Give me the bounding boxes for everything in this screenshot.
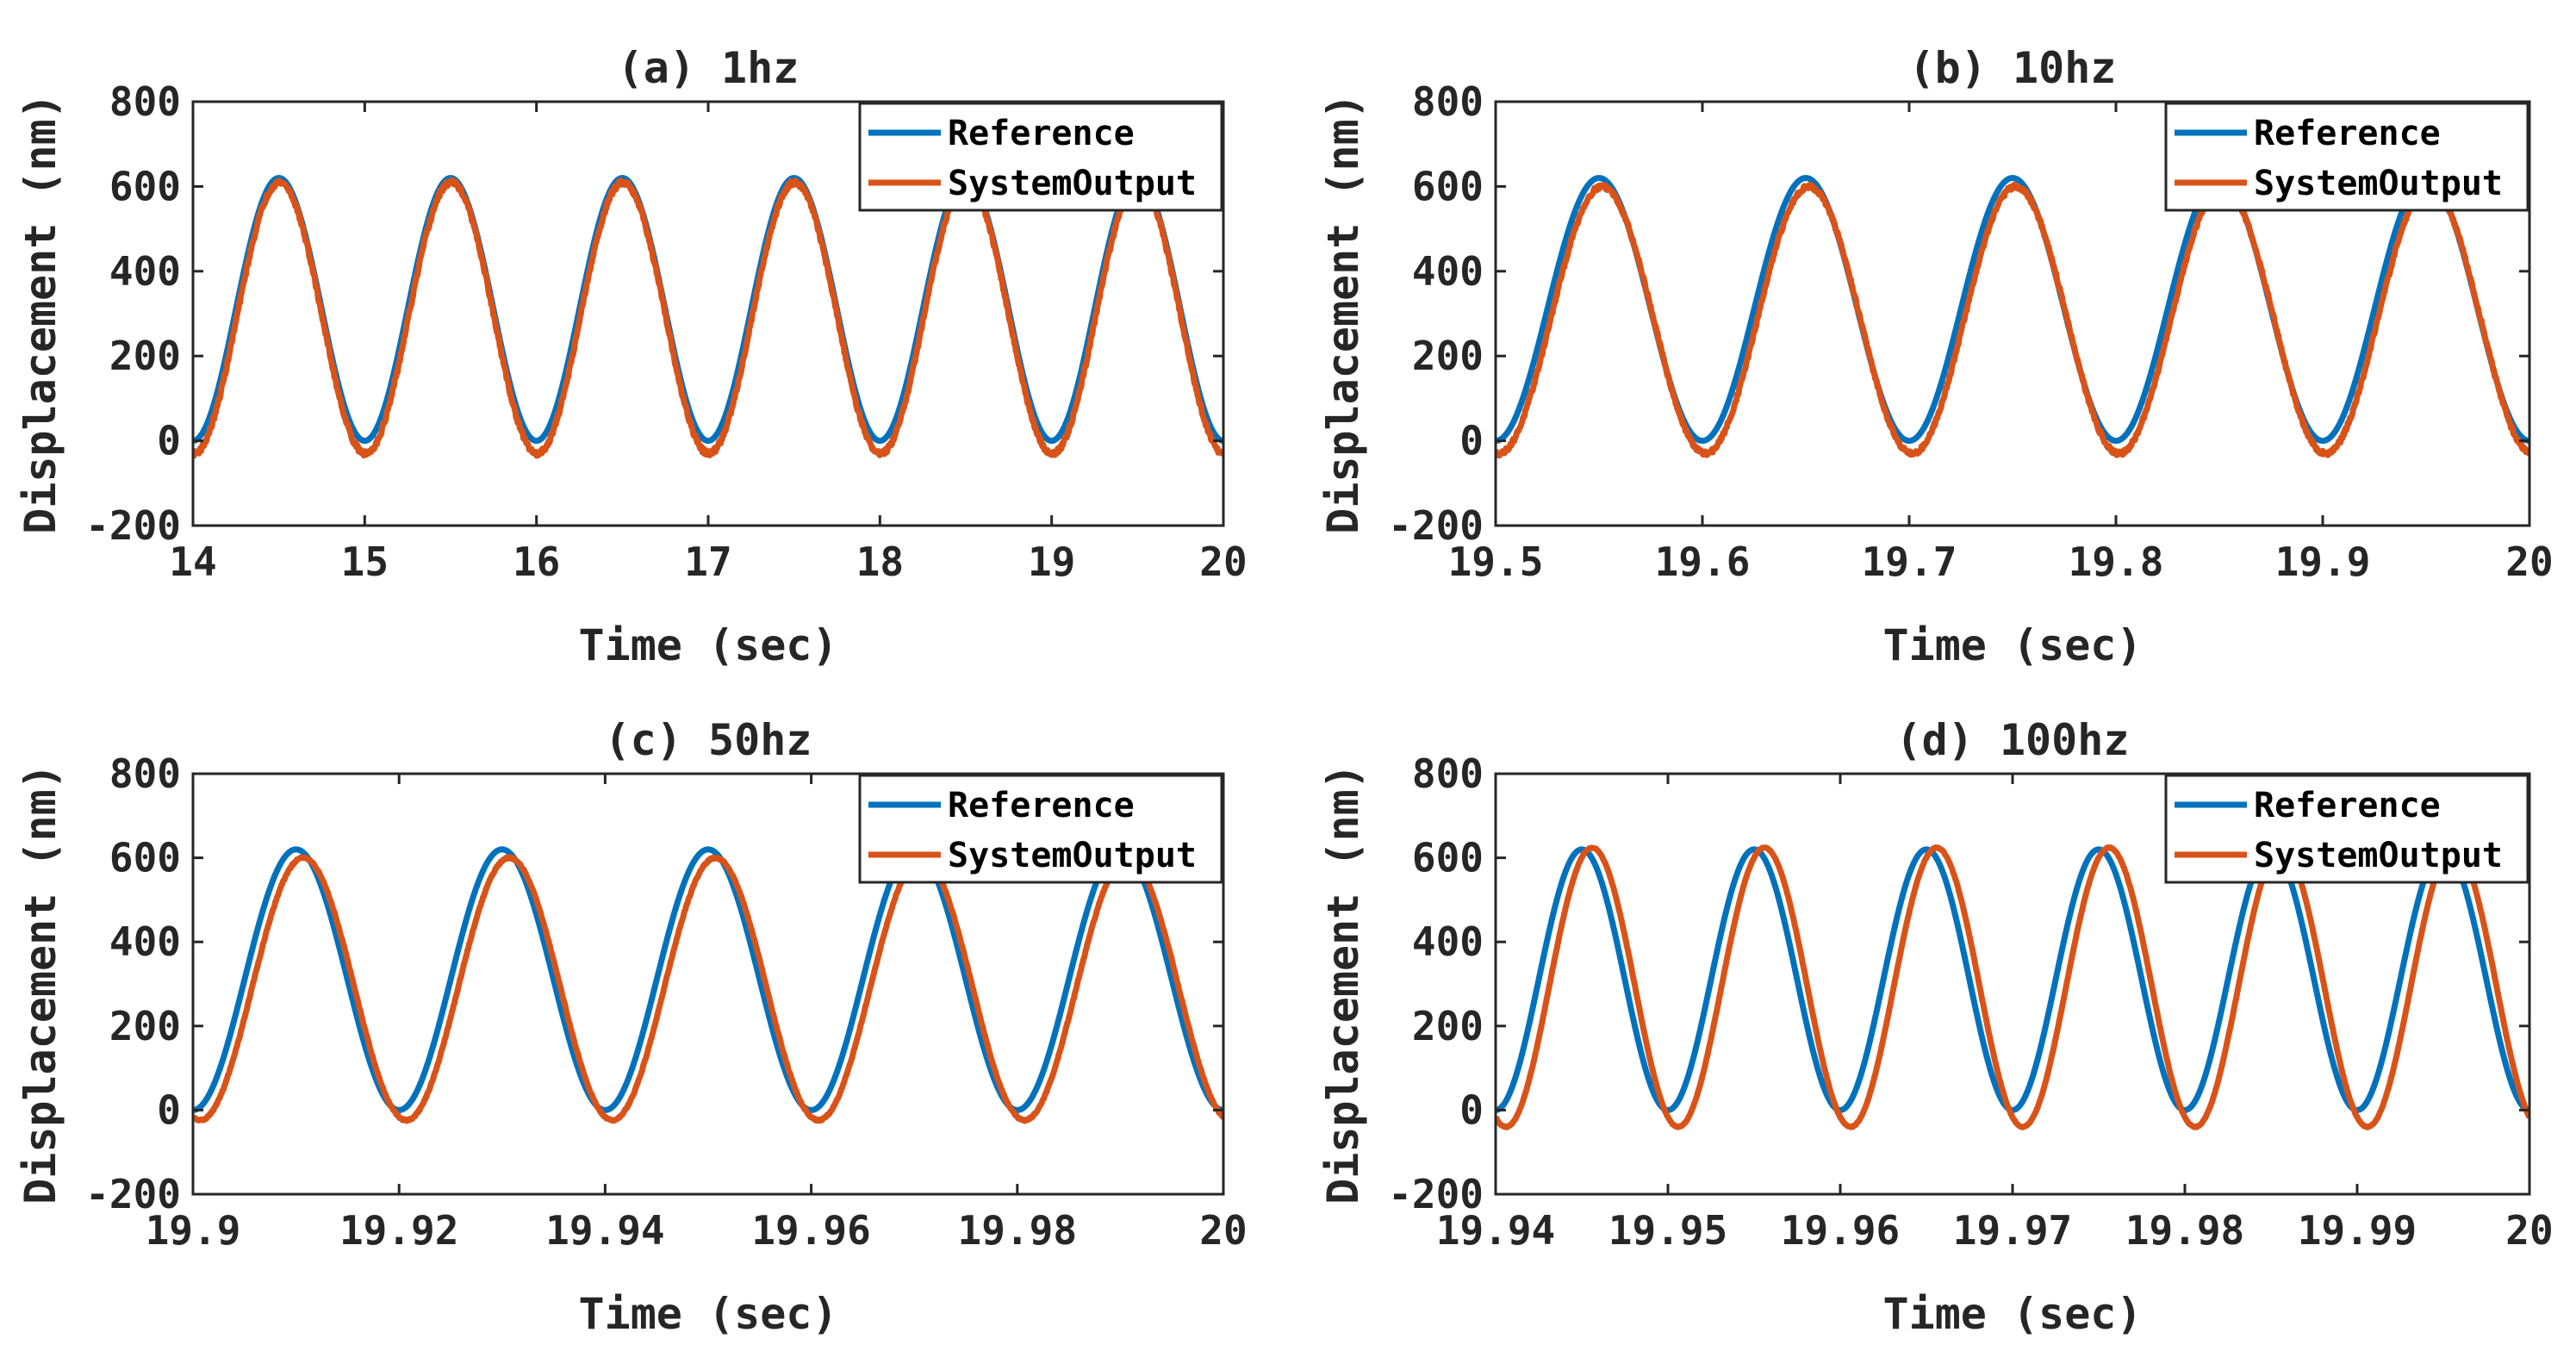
y-tick-label: 800	[109, 750, 181, 797]
legend: Reference SystemOutput	[858, 774, 1223, 884]
legend-box	[858, 774, 1223, 884]
legend-label-systemoutput: SystemOutput	[2254, 836, 2503, 875]
series-line-systemoutput	[1496, 181, 2529, 459]
y-tick-label: 200	[1412, 1003, 1484, 1049]
x-tick-label: 19.8	[2069, 539, 2164, 585]
x-tick-label: 18	[856, 539, 904, 585]
series-line-systemoutput	[1496, 844, 2529, 1130]
y-tick-label: 200	[109, 1003, 181, 1049]
x-tick-label: 19.98	[958, 1207, 1077, 1254]
x-tick-label: 20	[1199, 1207, 1247, 1254]
y-tick-label: 400	[109, 918, 181, 965]
legend: Reference SystemOutput	[858, 102, 1223, 212]
x-tick-label: 19.96	[751, 1207, 870, 1254]
x-tick-label: 19.94	[1436, 1207, 1555, 1254]
axes-box	[191, 772, 1225, 1196]
x-tick-label: 20	[1199, 539, 1247, 585]
x-tick-label: 15	[341, 539, 389, 585]
x-tick-label: 19.5	[1448, 539, 1544, 585]
x-tick-label: 19.7	[1862, 539, 1957, 585]
plot-title: (b) 10hz	[1909, 43, 2117, 93]
subplot-a: 14 15 16 17 18 19 20 -200 0 200 400 600 800 (a) 1hz Ti…	[16, 43, 1248, 670]
y-tick-label: 600	[1412, 163, 1484, 209]
y-tick-label: 0	[157, 418, 181, 464]
y-tick-label: 600	[109, 163, 181, 209]
x-tick-label: 19.94	[545, 1207, 664, 1254]
y-tick-label: 400	[1412, 248, 1484, 295]
x-tick-label: 19.9	[2275, 539, 2371, 585]
legend-box	[858, 102, 1223, 212]
y-tick-label: 400	[109, 248, 181, 295]
y-tick-label: -200	[85, 502, 181, 549]
x-tick-label: 16	[513, 539, 560, 585]
legend-label-reference: Reference	[2254, 786, 2441, 825]
subplot-c: 19.9 19.92 19.94 19.96 19.98 20 -200 0 200 400 600…	[16, 715, 1248, 1339]
x-tick-label: 19.99	[2298, 1207, 2417, 1254]
x-tick-label: 19.95	[1608, 1207, 1727, 1254]
plot-title: (c) 50hz	[605, 715, 812, 765]
legend-label-reference: Reference	[2254, 114, 2441, 153]
plot-title: (d) 100hz	[1896, 715, 2130, 765]
legend-box	[2164, 774, 2529, 884]
x-tick-label: 19.98	[2125, 1207, 2244, 1254]
y-tick-label: 200	[1412, 333, 1484, 379]
x-axis-title: Time (sec)	[1882, 1289, 2142, 1339]
legend-label-systemoutput: SystemOutput	[948, 836, 1197, 875]
x-tick-label: 19.97	[1953, 1207, 2072, 1254]
legend-label-reference: Reference	[948, 786, 1135, 825]
y-tick-label: 400	[1412, 918, 1484, 965]
y-tick-label: 800	[109, 78, 181, 125]
y-axis-title: Displacement (nm)	[16, 763, 65, 1205]
y-tick-label: 800	[1412, 750, 1484, 797]
y-tick-label: 0	[157, 1086, 181, 1133]
y-tick-label: 800	[1412, 78, 1484, 125]
x-tick-label: 19	[1028, 539, 1075, 585]
x-tick-label: 19.6	[1655, 539, 1751, 585]
axes-box	[1494, 100, 2531, 527]
y-tick-label: -200	[1388, 1171, 1484, 1217]
series-line-systemoutput	[193, 177, 1223, 459]
y-tick-label: 600	[1412, 835, 1484, 881]
legend: Reference SystemOutput	[2164, 102, 2529, 212]
x-axis-title: Time (sec)	[578, 620, 837, 670]
x-tick-label: 19.92	[339, 1207, 458, 1254]
subplot-d: 19.94 19.95 19.96 19.97 19.98 19.99 20 -200 0 200…	[1318, 715, 2554, 1339]
x-axis-title: Time (sec)	[578, 1289, 837, 1339]
y-tick-label: 0	[1459, 418, 1484, 464]
series-line-systemoutput	[193, 854, 1223, 1124]
legend-box	[2164, 102, 2529, 212]
y-tick-label: 200	[109, 333, 181, 379]
legend-label-systemoutput: SystemOutput	[2254, 164, 2503, 203]
y-tick-label: 0	[1459, 1086, 1484, 1133]
x-tick-label: 20	[2505, 1207, 2553, 1254]
legend-label-reference: Reference	[948, 114, 1135, 153]
plot-title: (a) 1hz	[618, 43, 800, 93]
x-tick-label: 14	[169, 539, 216, 585]
series-line-reference	[193, 846, 1223, 1113]
x-tick-label: 17	[684, 539, 731, 585]
legend: Reference SystemOutput	[2164, 774, 2529, 884]
y-axis-title: Displacement (nm)	[1318, 93, 1368, 534]
y-tick-label: -200	[85, 1171, 181, 1217]
y-axis-title: Displacement (nm)	[1318, 763, 1368, 1205]
x-tick-label: 19.9	[146, 1207, 241, 1254]
subplot-b: 19.5 19.6 19.7 19.8 19.9 20 -200 0 200 400 600 800 (…	[1318, 43, 2554, 670]
series-line-reference	[193, 175, 1223, 445]
legend-label-systemoutput: SystemOutput	[948, 164, 1197, 203]
x-tick-label: 20	[2505, 539, 2553, 585]
y-tick-label: -200	[1388, 502, 1484, 549]
y-axis-title: Displacement (nm)	[16, 93, 65, 534]
y-tick-label: 600	[109, 835, 181, 881]
x-axis-title: Time (sec)	[1882, 620, 2142, 670]
x-tick-label: 19.96	[1781, 1207, 1900, 1254]
